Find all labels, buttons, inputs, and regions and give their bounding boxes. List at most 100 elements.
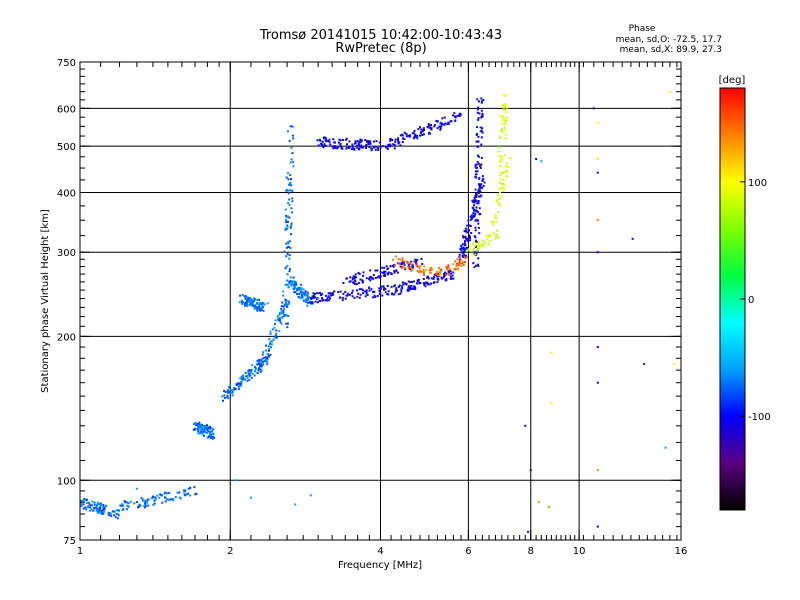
data-point	[291, 134, 294, 137]
data-point	[481, 179, 484, 182]
data-point	[467, 219, 470, 222]
data-point	[257, 361, 260, 364]
data-point	[505, 111, 508, 114]
data-point	[268, 349, 271, 352]
data-point	[138, 505, 141, 508]
data-point	[324, 294, 327, 297]
data-point	[409, 266, 412, 269]
data-point	[469, 225, 472, 228]
data-point	[479, 126, 482, 129]
data-point	[251, 301, 254, 304]
data-point	[478, 100, 481, 103]
data-point	[240, 381, 243, 384]
data-point	[481, 186, 484, 189]
data-point	[293, 291, 296, 294]
data-point	[256, 302, 259, 305]
data-point	[375, 145, 378, 148]
data-point	[463, 230, 466, 233]
data-point	[478, 178, 481, 181]
data-point	[371, 291, 374, 294]
data-point	[419, 126, 422, 129]
data-point	[383, 266, 386, 269]
data-point	[287, 241, 290, 244]
data-point	[140, 496, 143, 499]
data-point	[247, 370, 250, 373]
data-point	[318, 138, 321, 141]
data-point	[370, 288, 373, 291]
data-point	[422, 127, 425, 130]
data-point	[327, 292, 330, 295]
data-point	[304, 292, 307, 295]
data-point	[354, 273, 357, 276]
data-point	[379, 275, 382, 278]
data-point	[377, 148, 380, 151]
data-point	[301, 293, 304, 296]
data-point	[385, 265, 388, 268]
data-point	[165, 498, 168, 501]
data-point	[250, 298, 253, 301]
data-point	[311, 296, 314, 299]
data-point	[254, 368, 257, 371]
data-point	[248, 374, 251, 377]
data-point	[200, 425, 203, 428]
data-point	[441, 277, 444, 280]
data-point	[395, 287, 398, 290]
data-point	[282, 294, 285, 297]
x-tick-label: 4	[377, 546, 383, 557]
data-point	[265, 360, 268, 363]
data-point	[430, 127, 433, 130]
data-point	[246, 379, 249, 382]
data-point	[326, 297, 329, 300]
data-point	[189, 494, 192, 497]
data-point	[496, 229, 499, 232]
data-point	[462, 246, 465, 249]
x-tick-label: 16	[675, 546, 688, 557]
data-point	[324, 144, 327, 147]
data-point	[287, 285, 290, 288]
data-point	[265, 349, 268, 352]
data-point	[447, 264, 450, 267]
data-point	[265, 344, 268, 347]
data-point	[117, 514, 120, 517]
data-point	[368, 278, 371, 281]
data-point	[472, 262, 475, 265]
data-point	[372, 145, 375, 148]
data-point	[475, 249, 478, 252]
data-point	[417, 278, 420, 281]
data-point	[100, 512, 103, 515]
data-point	[351, 289, 354, 292]
data-point	[356, 295, 359, 298]
data-point	[260, 302, 263, 305]
data-point	[405, 283, 408, 286]
data-point	[310, 301, 313, 304]
data-point	[323, 137, 326, 140]
data-point	[474, 219, 477, 222]
data-point	[426, 276, 429, 279]
data-point	[221, 395, 224, 398]
data-point	[196, 423, 199, 426]
data-point	[502, 118, 505, 121]
data-point	[421, 130, 424, 133]
data-point	[499, 204, 502, 207]
data-point	[269, 333, 272, 336]
data-point	[365, 140, 368, 143]
data-point	[211, 437, 214, 440]
data-point	[278, 330, 281, 333]
data-point	[477, 140, 480, 143]
data-point	[477, 118, 480, 121]
chart-title: Tromsø 20141015 10:42:00-10:43:43	[259, 28, 502, 43]
data-point	[471, 243, 474, 246]
data-point	[673, 363, 676, 366]
data-point	[365, 147, 368, 150]
data-point	[399, 144, 402, 147]
data-point	[362, 271, 365, 274]
data-point	[289, 125, 292, 128]
data-point	[369, 279, 372, 282]
data-point	[364, 139, 367, 142]
data-point	[537, 501, 540, 504]
data-point	[596, 251, 599, 254]
data-point	[202, 430, 205, 433]
data-point	[263, 360, 266, 363]
data-point	[473, 208, 476, 211]
data-point	[463, 242, 466, 245]
